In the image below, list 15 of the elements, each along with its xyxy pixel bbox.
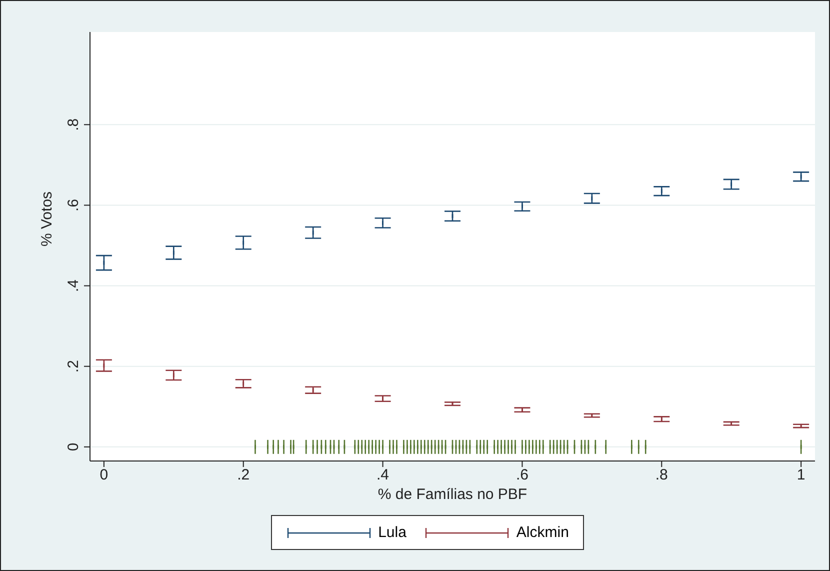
y-tick-label: 0 (65, 442, 82, 452)
x-tick-label: .2 (237, 466, 250, 484)
legend-label: Alckmin (516, 524, 569, 541)
x-tick-label: .6 (516, 466, 528, 484)
y-tick-label: .2 (65, 360, 82, 373)
x-tick-label: .4 (376, 466, 390, 484)
x-tick-label: .8 (655, 466, 668, 484)
x-tick-label: 1 (796, 466, 806, 484)
x-axis-title: % de Famílias no PBF (378, 486, 528, 503)
y-tick-label: .4 (65, 280, 82, 292)
y-tick-label: .6 (65, 198, 82, 212)
legend-label: Lula (378, 524, 406, 541)
y-axis-title: % Votos (38, 191, 56, 246)
x-tick-label: 0 (100, 466, 108, 484)
y-tick-label: .8 (65, 118, 82, 131)
